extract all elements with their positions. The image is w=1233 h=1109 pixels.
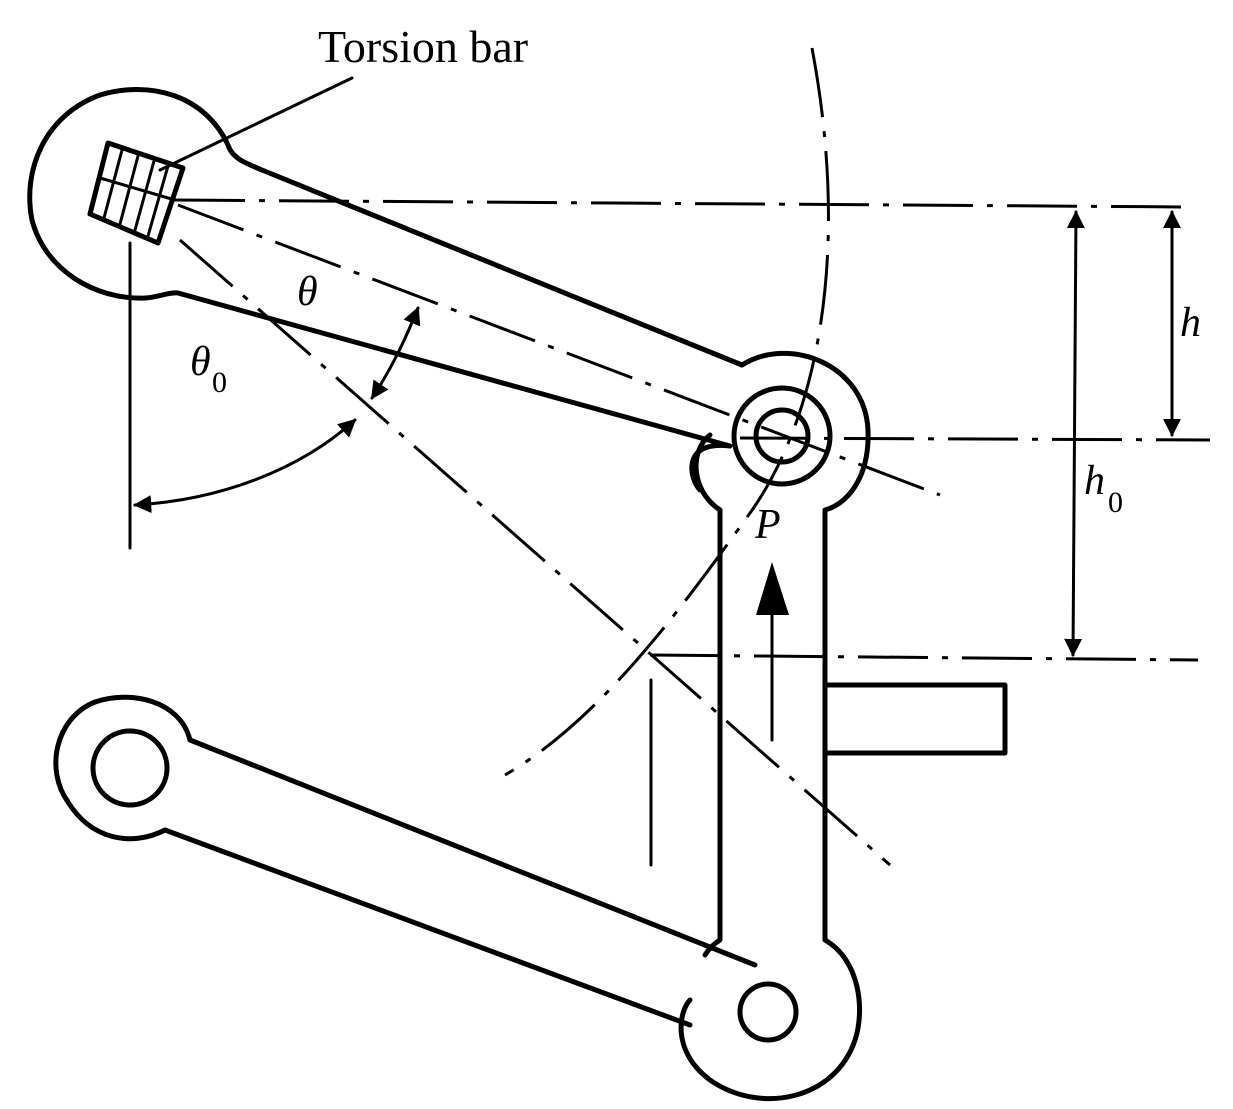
theta0-angle-arc	[133, 418, 357, 514]
theta-label: θ	[297, 269, 318, 315]
upper-arm	[27, 86, 745, 493]
torsion-bar-spline	[87, 140, 186, 246]
torsion-bar-leader	[158, 76, 354, 172]
reference-line-middle	[739, 436, 1211, 442]
reference-line-top	[174, 198, 1191, 209]
initial-position-line	[179, 238, 891, 867]
h0-label: h 0	[1084, 458, 1123, 519]
arm-centerline	[177, 203, 941, 497]
force-arrowhead	[756, 562, 789, 615]
theta0-label: θ 0	[190, 339, 227, 399]
svg-text:θ: θ	[190, 339, 211, 385]
torsion-bar-label: Torsion bar	[318, 21, 528, 72]
knuckle-upright	[678, 350, 1008, 1102]
swing-arc	[504, 47, 830, 777]
force-label: P	[754, 502, 781, 548]
svg-text:0: 0	[212, 366, 227, 399]
svg-text:0: 0	[1108, 486, 1123, 519]
svg-text:h: h	[1084, 458, 1105, 504]
lower-arm	[53, 694, 758, 1028]
theta-angle-arc	[370, 306, 421, 400]
h0-dimension-arrow	[1064, 210, 1085, 657]
h-label: h	[1180, 300, 1201, 346]
reference-line-bottom	[649, 653, 1199, 662]
